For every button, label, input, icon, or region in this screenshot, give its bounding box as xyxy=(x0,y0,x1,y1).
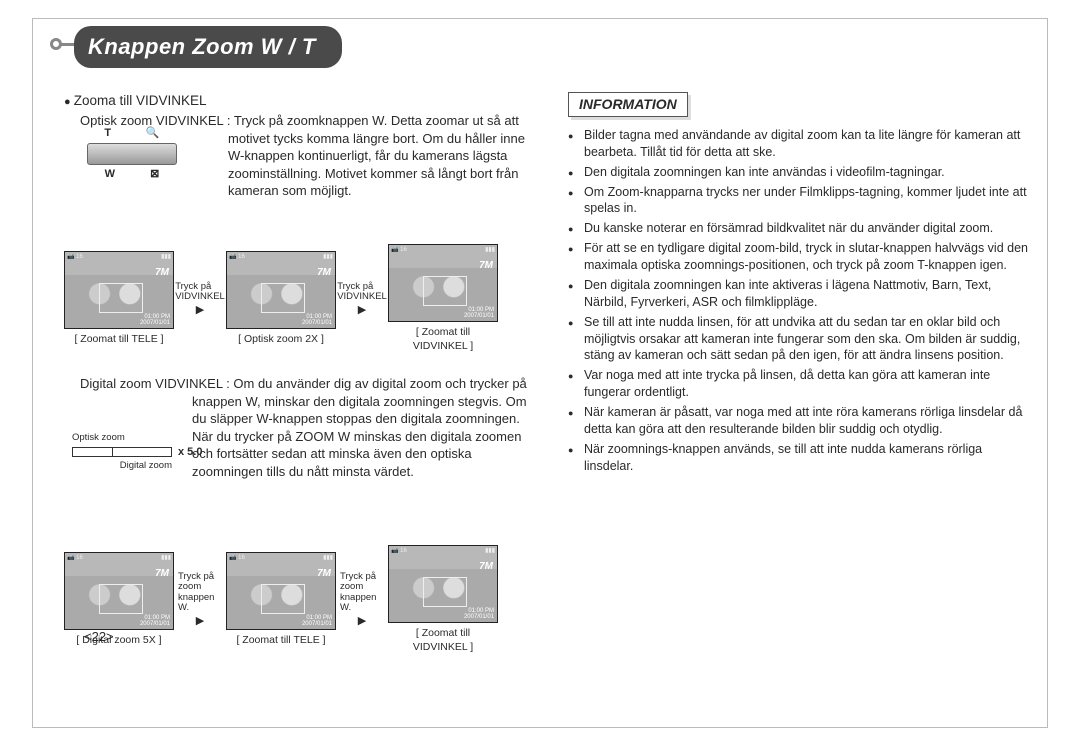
screen-tele2: 📷 16▮▮▮ 7M 01:00 PM2007/01/01 xyxy=(226,552,336,630)
caption-2x: [ Optisk zoom 2X ] xyxy=(226,332,336,346)
info-item: Den digitala zoomningen kan inte använda… xyxy=(568,164,1028,181)
section1-heading: Zooma till VIDVINKEL xyxy=(64,92,544,110)
info-item: För att se en tydligare digital zoom-bil… xyxy=(568,240,1028,274)
info-item: Du kanske noterar en försämrad bildkvali… xyxy=(568,220,1028,237)
arrow-2b: Tryck på zoom knappen W.▶ xyxy=(340,572,384,627)
screen-2x: 📷 16▮▮▮ 7M 01:00 PM2007/01/01 xyxy=(226,251,336,329)
info-item: Se till att inte nudda linsen, för att u… xyxy=(568,314,1028,365)
screen-tele: 📷 16▮▮▮ 7M 01:00 PM2007/01/01 xyxy=(64,251,174,329)
caption-wide: [ Zoomat till VIDVINKEL ] xyxy=(388,325,498,353)
zoom-bar-figure: Optisk zoom x 5.0 Digital zoom xyxy=(72,432,202,472)
section2-line1: Digital zoom VIDVINKEL : Om du använder … xyxy=(64,375,544,393)
zoom-rocker xyxy=(87,143,177,165)
info-item: Bilder tagna med användande av digital z… xyxy=(568,127,1028,161)
page-title: Knappen Zoom W / T xyxy=(74,26,342,68)
info-item: Var noga med att inte trycka på linsen, … xyxy=(568,367,1028,401)
info-item: När zoomnings-knappen används, se till a… xyxy=(568,441,1028,475)
caption-tele: [ Zoomat till TELE ] xyxy=(64,332,174,346)
arrow-1a: Tryck på VIDVINKEL▶ xyxy=(178,282,222,316)
screens-row-1: 📷 16▮▮▮ 7M 01:00 PM2007/01/01 [ Zoomat t… xyxy=(64,244,544,353)
arrow-2a: Tryck på zoom knappen W.▶ xyxy=(178,572,222,627)
caption-tele2: [ Zoomat till TELE ] xyxy=(226,633,336,647)
page-number: <22> xyxy=(84,628,114,646)
screens-row-2: 📷 16▮▮▮ 7M 01:00 PM2007/01/01 [ Digital … xyxy=(64,545,544,654)
information-list: Bilder tagna med användande av digital z… xyxy=(568,127,1028,475)
zoom-t-label: T xyxy=(104,126,111,141)
arrow-1b: Tryck på VIDVINKEL▶ xyxy=(340,282,384,316)
screen-dig5x: 📷 16▮▮▮ 7M 01:00 PM2007/01/01 xyxy=(64,552,174,630)
info-item: Den digitala zoomningen kan inte aktiver… xyxy=(568,277,1028,311)
info-item: Om Zoom-knapparna trycks ner under Filmk… xyxy=(568,184,1028,218)
caption-dig5x: [ Digital zoom 5X ] xyxy=(64,633,174,647)
information-heading: INFORMATION xyxy=(568,92,688,117)
thumbnail-icon: ⊠ xyxy=(150,167,159,182)
left-column: Zooma till VIDVINKEL Optisk zoom VIDVINK… xyxy=(64,92,544,654)
screen-wide2: 📷 16▮▮▮ 7M 01:00 PM2007/01/01 xyxy=(388,545,498,623)
magnify-icon: 🔍 xyxy=(146,126,160,141)
caption-wide2: [ Zoomat till VIDVINKEL ] xyxy=(388,626,498,654)
screen-wide: 📷 16▮▮▮ 7M 01:00 PM2007/01/01 xyxy=(388,244,498,322)
info-item: När kameran är påsatt, var noga med att … xyxy=(568,404,1028,438)
right-column: INFORMATION Bilder tagna med användande … xyxy=(568,92,1028,478)
zoom-w-label: W xyxy=(105,167,115,182)
zoom-button-figure: T 🔍 W ⊠ xyxy=(82,126,182,182)
